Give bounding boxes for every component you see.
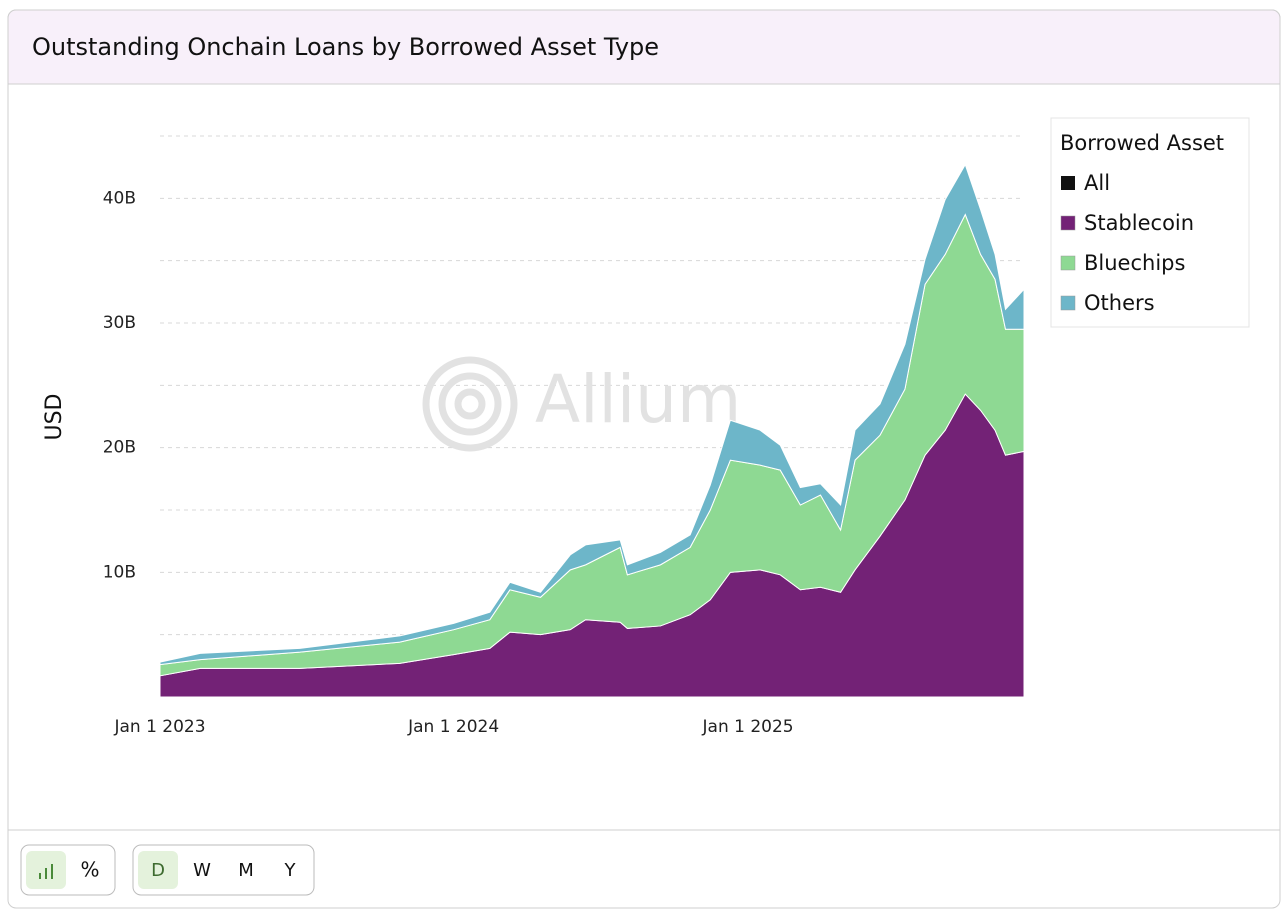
legend-swatch bbox=[1061, 176, 1075, 190]
legend-label: All bbox=[1084, 171, 1110, 195]
interval-toggle bbox=[132, 844, 315, 896]
watermark: Allium bbox=[535, 361, 741, 438]
interval-button[interactable]: D bbox=[151, 860, 165, 881]
interval-button[interactable]: W bbox=[193, 860, 211, 881]
legend-swatch bbox=[1060, 255, 1076, 271]
x-tick-label: Jan 1 2023 bbox=[113, 717, 205, 737]
interval-active bbox=[138, 851, 178, 889]
legend-swatch bbox=[1060, 215, 1076, 231]
x-tick-label: Jan 1 2025 bbox=[702, 717, 794, 737]
y-tick-label: 30B bbox=[103, 313, 136, 333]
legend-swatch bbox=[1060, 295, 1076, 311]
legend-label: Others bbox=[1084, 291, 1155, 315]
y-axis-label: USD bbox=[42, 393, 67, 440]
y-tick-label: 40B bbox=[103, 188, 136, 208]
legend-label: Bluechips bbox=[1084, 251, 1185, 275]
percent-view-button[interactable]: % bbox=[80, 858, 99, 882]
header bbox=[7, 9, 1281, 85]
x-tick-label: Jan 1 2024 bbox=[407, 717, 499, 737]
chart-title: Outstanding Onchain Loans by Borrowed As… bbox=[32, 33, 659, 61]
legend-box bbox=[1050, 117, 1250, 328]
interval-button[interactable]: M bbox=[238, 860, 254, 881]
area-2 bbox=[159, 163, 1025, 666]
watermark-logo bbox=[422, 356, 518, 452]
y-tick-label: 10B bbox=[103, 562, 136, 582]
interval-button[interactable]: Y bbox=[284, 860, 297, 881]
legend-label: Stablecoin bbox=[1084, 211, 1194, 235]
y-tick-label: 20B bbox=[103, 438, 136, 458]
legend-title: Borrowed Asset bbox=[1060, 131, 1224, 155]
bar-icon bbox=[39, 864, 53, 879]
